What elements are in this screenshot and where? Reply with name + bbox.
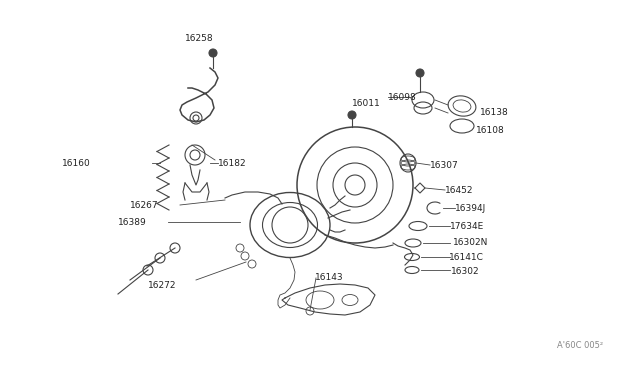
Text: 16389: 16389 [118, 218, 147, 227]
Text: 16160: 16160 [62, 158, 91, 167]
Text: 16138: 16138 [480, 108, 509, 116]
Text: 16302N: 16302N [453, 237, 488, 247]
Text: 16394J: 16394J [455, 203, 486, 212]
Text: 16011: 16011 [352, 99, 381, 108]
Circle shape [416, 69, 424, 77]
Text: 16141C: 16141C [449, 253, 484, 262]
Text: 16307: 16307 [430, 160, 459, 170]
Text: 16108: 16108 [476, 125, 505, 135]
Text: 16143: 16143 [315, 273, 344, 282]
Text: 16258: 16258 [185, 33, 214, 42]
Circle shape [348, 111, 356, 119]
Text: 16098: 16098 [388, 93, 417, 102]
Text: 16452: 16452 [445, 186, 474, 195]
Text: 16272: 16272 [148, 280, 177, 289]
Text: 16267: 16267 [130, 201, 159, 209]
Text: 16182: 16182 [218, 158, 246, 167]
Text: A'60C 005²: A'60C 005² [557, 340, 603, 350]
Text: 16302: 16302 [451, 266, 479, 276]
Circle shape [209, 49, 217, 57]
Text: 17634E: 17634E [450, 221, 484, 231]
